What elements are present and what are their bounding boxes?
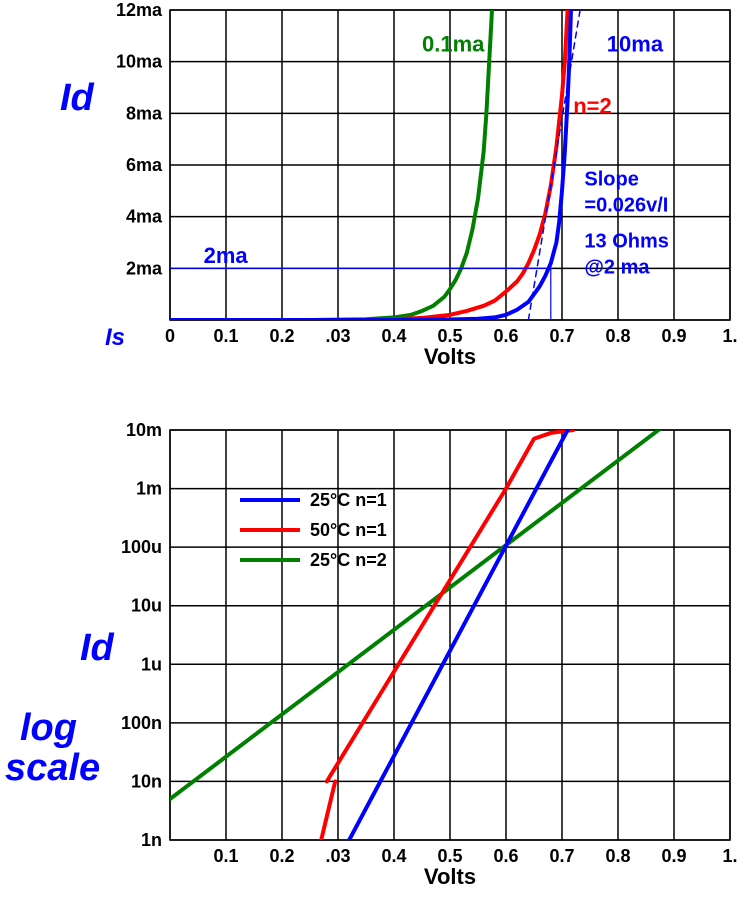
top-xtick: 0.5 — [437, 326, 462, 346]
top-annot-slope1: Slope — [584, 169, 638, 191]
bot-xtick: 0.7 — [549, 846, 574, 866]
top-chart: 0 0.1 0.2 .03 0.4 0.5 0.6 0.7 0.8 0.9 1. 2ma 4ma 6ma 8… — [60, 0, 738, 369]
bottom-legend: 25°C n=1 50°C n=1 25°C n=2 — [240, 490, 387, 570]
bot-xtick: 0.4 — [381, 846, 406, 866]
top-annot-pt1ma: 0.1ma — [422, 31, 485, 56]
bot-xtick: 0.8 — [605, 846, 630, 866]
bot-side-scale: scale — [5, 747, 100, 789]
top-annot-slope3: 13 Ohms — [584, 231, 668, 253]
top-curves — [170, 0, 584, 320]
legend-item: 25°C n=1 — [310, 490, 387, 510]
top-annot-n2: n=2 — [573, 93, 612, 118]
top-ytick: 8ma — [126, 103, 163, 123]
bottom-chart: 0.1 0.2 .03 0.4 0.5 0.6 0.7 0.8 0.9 1. 1n 10n 100n 1u… — [5, 418, 738, 889]
legend-item: 25°C n=2 — [310, 550, 387, 570]
top-xtick: 0.4 — [381, 326, 406, 346]
bot-xtick: 0.5 — [437, 846, 462, 866]
bot-xtick: 0.1 — [213, 846, 238, 866]
top-xtick: 0.2 — [269, 326, 294, 346]
top-xtick: .03 — [325, 326, 350, 346]
top-ytick: 10ma — [116, 52, 163, 72]
bottom-grid — [170, 430, 730, 840]
top-ytick: 6ma — [126, 155, 163, 175]
top-ytick: 12ma — [116, 0, 163, 20]
top-xtick: 1. — [722, 326, 737, 346]
top-ytick: 4ma — [126, 207, 163, 227]
top-x-title: Volts — [424, 344, 476, 369]
bot-xtick: .03 — [325, 846, 350, 866]
bot-ytick: 100u — [121, 537, 162, 557]
bot-ytick: 10u — [131, 596, 162, 616]
legend-item: 50°C n=1 — [310, 520, 387, 540]
bot-ytick: 100n — [121, 713, 162, 733]
bot-side-Id: Id — [80, 627, 115, 669]
top-xtick: 0 — [165, 326, 175, 346]
bot-ytick: 1u — [141, 654, 162, 674]
bot-x-title: Volts — [424, 864, 476, 889]
top-ytick: 2ma — [126, 258, 163, 278]
bot-xtick: 0.6 — [493, 846, 518, 866]
bot-ytick: 1m — [136, 479, 162, 499]
top-xtick: 0.8 — [605, 326, 630, 346]
top-xtick: 0.1 — [213, 326, 238, 346]
bot-ytick: 10n — [131, 771, 162, 791]
bot-curves — [170, 418, 674, 840]
bot-side-log: log — [20, 707, 77, 749]
bot-xtick: 0.9 — [661, 846, 686, 866]
top-annot-two_ma: 2ma — [204, 243, 249, 268]
top-annot-slope4: @2 ma — [584, 257, 650, 279]
top-annot-slope2: =0.026v/I — [584, 195, 668, 217]
top-xtick: 0.7 — [549, 326, 574, 346]
top-xtick: 0.9 — [661, 326, 686, 346]
top-annot-Is: Is — [105, 324, 125, 351]
bot-ytick: 1n — [141, 830, 162, 850]
top-xtick: 0.6 — [493, 326, 518, 346]
top-annot-Id: Id — [60, 77, 95, 119]
top-annot-ten_ma: 10ma — [607, 31, 664, 56]
bot-xtick: 0.2 — [269, 846, 294, 866]
bot-xtick: 1. — [722, 846, 737, 866]
bot-ytick: 10m — [126, 420, 162, 440]
